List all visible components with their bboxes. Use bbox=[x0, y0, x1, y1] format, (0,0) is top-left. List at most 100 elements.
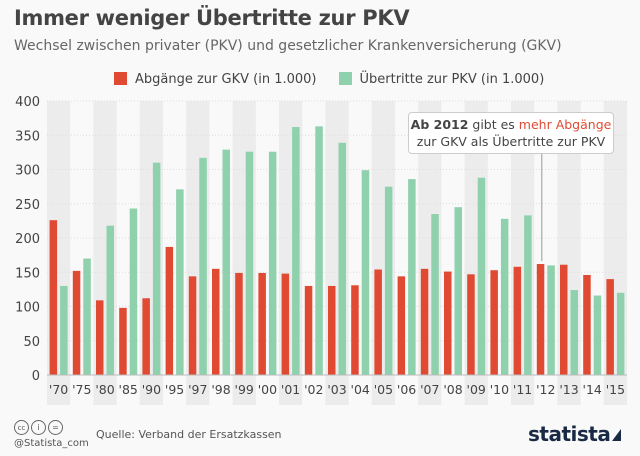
x-tick-label: '11 bbox=[513, 382, 532, 397]
bar bbox=[49, 220, 58, 375]
bar bbox=[142, 298, 150, 375]
legend-swatch bbox=[338, 72, 352, 85]
annotation-highlight: mehr Abgänge bbox=[518, 117, 612, 132]
x-tick-label: '90 bbox=[142, 382, 161, 397]
bar bbox=[361, 170, 370, 375]
x-tick-label: '99 bbox=[235, 382, 254, 397]
annotation-line2: zur GKV als Übertritte zur PKV bbox=[416, 134, 606, 149]
bar bbox=[338, 142, 346, 375]
bar bbox=[536, 264, 545, 375]
x-tick-label: '85 bbox=[119, 382, 138, 397]
cc-icon: cc bbox=[14, 420, 29, 435]
x-tick-label: '04 bbox=[351, 382, 370, 397]
bar bbox=[235, 272, 243, 375]
bar bbox=[129, 208, 138, 375]
bar bbox=[397, 276, 406, 375]
legend-swatch bbox=[114, 72, 127, 85]
x-tick-label: '98 bbox=[211, 382, 230, 397]
source: Quelle: Verband der Ersatzkassen bbox=[96, 428, 282, 441]
y-tick-label: 250 bbox=[15, 198, 40, 213]
y-tick-label: 0 bbox=[32, 369, 40, 384]
x-tick-label: '13 bbox=[559, 382, 578, 397]
bar bbox=[119, 307, 127, 375]
x-tick-label: '09 bbox=[467, 382, 486, 397]
bar bbox=[477, 177, 486, 375]
x-tick-label: '02 bbox=[304, 382, 323, 397]
x-tick-label: '15 bbox=[606, 382, 625, 397]
nd-icon: = bbox=[48, 420, 63, 435]
legend-item-pkv: Übertritte zur PKV (in 1.000) bbox=[338, 72, 545, 87]
bar bbox=[513, 266, 522, 375]
bar bbox=[152, 162, 161, 375]
y-tick-label: 400 bbox=[15, 95, 40, 110]
x-tick-label: '70 bbox=[49, 382, 68, 397]
bar bbox=[384, 186, 393, 375]
bar bbox=[188, 276, 197, 375]
bar bbox=[560, 264, 568, 375]
bar bbox=[72, 270, 81, 375]
page-title: Immer weniger Übertritte zur PKV bbox=[14, 6, 410, 30]
legend-label: Übertritte zur PKV (in 1.000) bbox=[359, 72, 545, 87]
x-tick-label: '05 bbox=[374, 382, 393, 397]
bar bbox=[408, 179, 416, 375]
x-tick-label: '97 bbox=[188, 382, 207, 397]
y-tick-label: 200 bbox=[15, 232, 40, 247]
bar bbox=[268, 151, 277, 375]
bar bbox=[547, 265, 555, 375]
x-tick-label: '14 bbox=[583, 382, 602, 397]
bar bbox=[593, 295, 602, 375]
x-tick-label: '80 bbox=[95, 382, 114, 397]
bar bbox=[351, 285, 359, 375]
annotation-text: gibt es bbox=[468, 117, 519, 132]
y-tick-label: 50 bbox=[23, 335, 40, 350]
bar bbox=[212, 268, 220, 375]
x-tick-label: '95 bbox=[165, 382, 184, 397]
bar bbox=[616, 292, 625, 375]
page-subtitle: Wechsel zwischen privater (PKV) und gese… bbox=[14, 38, 562, 54]
y-tick-label: 350 bbox=[15, 129, 40, 144]
bar bbox=[420, 268, 429, 375]
bar bbox=[165, 246, 174, 375]
bar bbox=[454, 207, 462, 375]
bar bbox=[467, 274, 475, 375]
bar bbox=[570, 290, 578, 375]
x-tick-label: '01 bbox=[281, 382, 300, 397]
bar bbox=[281, 273, 290, 375]
bar bbox=[315, 126, 323, 375]
bar bbox=[258, 272, 266, 375]
legend-label: Abgänge zur GKV (in 1.000) bbox=[135, 72, 317, 87]
x-tick-label: '75 bbox=[72, 382, 91, 397]
bar bbox=[176, 189, 184, 375]
bar bbox=[500, 218, 509, 375]
bar bbox=[524, 215, 532, 375]
bar bbox=[374, 269, 382, 375]
bar bbox=[431, 214, 439, 375]
bar bbox=[222, 149, 230, 375]
by-icon: i bbox=[31, 420, 46, 435]
bar bbox=[606, 279, 614, 375]
bar bbox=[245, 151, 254, 375]
bar bbox=[490, 270, 498, 375]
x-tick-label: '12 bbox=[536, 382, 555, 397]
bar bbox=[292, 127, 300, 375]
annotation-box: Ab 2012 gibt es mehr Abgänge zur GKV als… bbox=[408, 112, 614, 154]
y-tick-label: 150 bbox=[15, 266, 40, 281]
bar bbox=[106, 225, 114, 375]
bar bbox=[583, 274, 591, 375]
y-tick-label: 300 bbox=[15, 164, 40, 179]
footer: cc i = @Statista_com bbox=[14, 420, 89, 449]
bar bbox=[328, 285, 336, 375]
twitter-handle: @Statista_com bbox=[14, 438, 89, 449]
statista-logo[interactable]: statista bbox=[528, 422, 622, 446]
x-tick-label: '07 bbox=[420, 382, 439, 397]
bar bbox=[199, 157, 207, 375]
x-tick-label: '10 bbox=[490, 382, 509, 397]
legend: Abgänge zur GKV (in 1.000) Übertritte zu… bbox=[114, 72, 544, 87]
bar bbox=[83, 258, 91, 375]
bar bbox=[304, 285, 313, 375]
x-tick-label: '03 bbox=[327, 382, 346, 397]
x-tick-label: '08 bbox=[443, 382, 462, 397]
bar bbox=[444, 271, 452, 375]
x-tick-label: '06 bbox=[397, 382, 416, 397]
